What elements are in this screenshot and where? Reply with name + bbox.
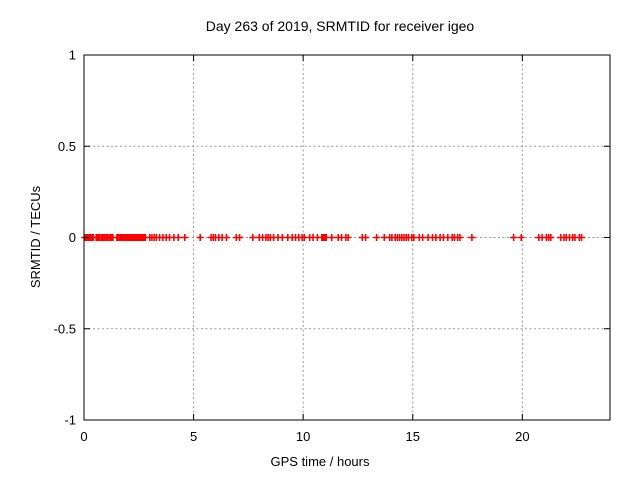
x-tick-label: 10 [296,429,310,444]
y-tick-label: -0.5 [54,321,76,336]
x-tick-label: 0 [80,429,87,444]
tick-labels: 0 5 10 15 20 -1 -0.5 0 0.5 1 [54,48,530,445]
x-tick-label: 5 [190,429,197,444]
data-point-markers [81,234,585,241]
x-axis-label: GPS time / hours [271,454,370,469]
data-series-srmtid [81,234,585,241]
tick-marks [83,54,610,421]
x-tick-label: 20 [515,429,529,444]
y-tick-label: 0 [69,230,76,245]
y-tick-label: -1 [64,413,76,428]
chart-title: Day 263 of 2019, SRMTID for receiver ige… [206,18,475,34]
y-axis-label: SRMTID / TECUs [28,185,43,288]
y-tick-label: 1 [69,48,76,63]
y-tick-label: 0.5 [58,139,76,154]
x-tick-label: 15 [406,429,420,444]
